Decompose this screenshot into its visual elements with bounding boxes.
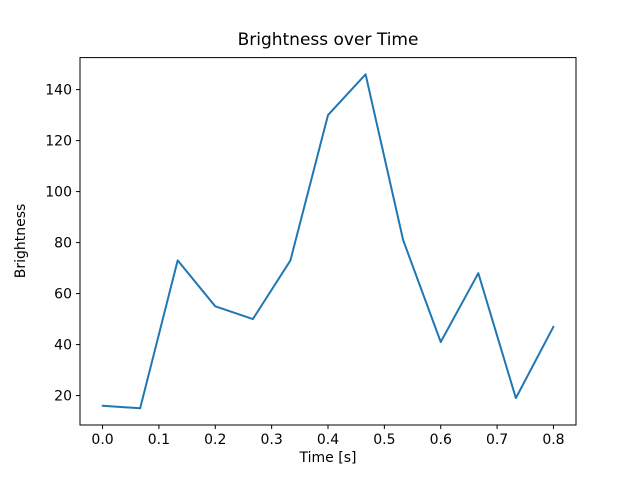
- y-tick-label: 80: [54, 236, 72, 252]
- y-tick-label: 140: [45, 83, 72, 99]
- y-tick-label: 20: [54, 389, 72, 405]
- x-tick-label: 0.5: [373, 432, 395, 448]
- x-axis-label: Time [s]: [299, 450, 357, 466]
- x-tick-label: 0.8: [542, 432, 564, 448]
- data-line-brightness: [101, 73, 555, 410]
- chart-title: Brightness over Time: [237, 30, 419, 50]
- y-tick-label: 60: [54, 287, 72, 303]
- x-tick-label: 0.2: [204, 432, 226, 448]
- x-tick-label: 0.3: [261, 432, 283, 448]
- y-tick-label: 120: [45, 134, 72, 150]
- axes-spines: [79, 57, 577, 426]
- y-tick-label: 100: [45, 185, 72, 201]
- y-tick-label: 40: [54, 338, 72, 354]
- x-tick-label: 0.7: [486, 432, 508, 448]
- x-tick-label: 0.1: [148, 432, 170, 448]
- x-tick-label: 0.6: [430, 432, 452, 448]
- x-tick-label: 0.0: [91, 432, 113, 448]
- x-tick-label: 0.4: [317, 432, 339, 448]
- y-axis-label: Brightness: [13, 203, 29, 279]
